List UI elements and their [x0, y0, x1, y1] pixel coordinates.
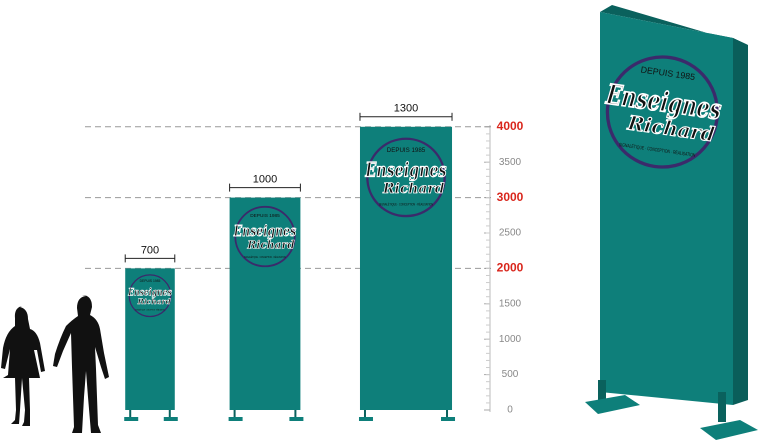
logo-since: DEPUIS 1985 — [250, 213, 280, 219]
scale-label: 2500 — [499, 228, 522, 239]
logo-ring — [366, 137, 446, 218]
logo-brand: Enseignes — [127, 287, 172, 299]
scale-label: 4000 — [497, 119, 524, 133]
totem-body — [229, 197, 301, 410]
silhouettes — [1, 295, 109, 433]
logo-brand: Enseignes — [365, 159, 447, 182]
totem-leg — [363, 410, 366, 418]
totem-leg — [294, 410, 297, 418]
scale-label: 1500 — [499, 298, 522, 309]
scale-label: 3000 — [497, 190, 524, 204]
logo-tagline: SIGNALÉTIQUE · CONCEPTION · RÉALISATION — [135, 309, 165, 312]
totem-foot — [228, 417, 243, 421]
totem-foot — [289, 417, 304, 421]
scale-label: 0 — [507, 405, 513, 416]
totem-leg — [233, 410, 236, 418]
logo-tagline: SIGNALÉTIQUE · CONCEPTION · RÉALISATION — [379, 201, 433, 206]
logo-ring — [128, 274, 172, 318]
totem-leg — [446, 410, 449, 418]
totem-foot — [585, 395, 640, 414]
logo-tagline: SIGNALÉTIQUE · CONCEPTION · RÉALISATION — [244, 254, 286, 259]
totem-leg — [129, 410, 132, 418]
logo-ring — [234, 205, 296, 268]
scale-label: 2000 — [497, 261, 524, 275]
scale-label: 3500 — [499, 157, 522, 168]
totem-body — [359, 126, 453, 411]
silhouette-man — [53, 295, 109, 433]
width-label: 700 — [141, 244, 159, 256]
logo-name: Richard — [382, 181, 445, 197]
logo-since: DEPUIS 1985 — [387, 147, 426, 154]
totem-body — [125, 268, 175, 410]
totem-leg — [598, 380, 606, 410]
big-logo: DEPUIS 1985EnseignesRichardSIGNALÉTIQUE … — [603, 55, 724, 169]
big-totem: DEPUIS 1985EnseignesRichardSIGNALÉTIQUE … — [585, 5, 758, 440]
totem-side — [733, 38, 748, 405]
logo-name: Richard — [246, 238, 295, 251]
logo-ring — [605, 55, 720, 169]
totem-foot — [124, 417, 139, 421]
totem-foot — [441, 417, 456, 421]
totem-leg — [718, 392, 726, 422]
logo-name: Richard — [137, 297, 172, 306]
silhouette-woman — [1, 306, 45, 426]
width-label: 1300 — [394, 103, 418, 115]
totem-top — [600, 5, 748, 45]
width-label: 1000 — [253, 174, 277, 186]
totem-foot — [163, 417, 178, 421]
logo-since: DEPUIS 1985 — [140, 279, 161, 283]
totem-foot — [358, 417, 373, 421]
totem-front — [600, 12, 733, 405]
logo-brand: Enseignes — [233, 222, 297, 240]
totem-leg — [168, 410, 171, 418]
scale-label: 1000 — [499, 334, 522, 345]
totem-foot — [700, 420, 758, 440]
scale-label: 500 — [502, 369, 519, 380]
